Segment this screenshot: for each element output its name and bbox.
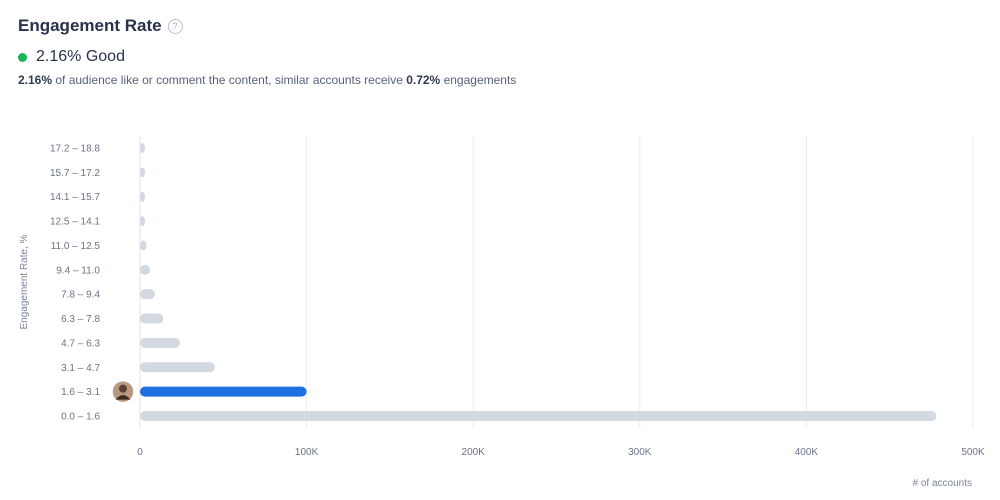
x-axis-title: # of accounts — [913, 478, 972, 489]
rating-label: Good — [85, 48, 125, 65]
bar[interactable] — [140, 240, 147, 251]
y-tick-label: 15.7 – 17.2 — [50, 168, 100, 179]
x-tick-label: 200K — [462, 447, 486, 458]
highlighted-bar[interactable] — [140, 386, 307, 397]
bar[interactable] — [140, 143, 145, 153]
y-tick-label: 9.4 – 11.0 — [56, 265, 100, 276]
x-tick-label: 400K — [795, 447, 819, 458]
bar[interactable] — [140, 362, 215, 373]
rating-value: 2.16% — [36, 48, 82, 65]
title-row: Engagement Rate ? — [18, 14, 978, 38]
y-tick-label: 3.1 – 4.7 — [61, 363, 100, 374]
y-axis-title: Engagement Rate, % — [19, 234, 30, 329]
summary-middle: of audience like or comment the content,… — [52, 73, 407, 87]
y-tick-label: 4.7 – 6.3 — [61, 338, 100, 349]
bar[interactable] — [140, 167, 145, 178]
y-tick-label: 12.5 – 14.1 — [50, 217, 100, 228]
bar[interactable] — [140, 411, 937, 421]
bar[interactable] — [140, 216, 145, 227]
bar[interactable] — [140, 264, 150, 275]
summary-value: 2.16% — [18, 73, 53, 87]
avatar-head — [119, 384, 127, 393]
y-tick-label: 6.3 – 7.8 — [61, 314, 100, 325]
x-tick-label: 500K — [961, 447, 985, 458]
rating-text: 2.16% Good — [36, 48, 125, 66]
y-tick-label: 0.0 – 1.6 — [61, 412, 100, 423]
x-tick-label: 300K — [628, 447, 652, 458]
summary-end: engagements — [440, 73, 517, 87]
help-icon[interactable]: ? — [167, 18, 183, 34]
bar[interactable] — [140, 289, 155, 300]
avatar-shoulders — [115, 395, 131, 400]
chart-title: Engagement Rate — [18, 16, 162, 35]
y-tick-label: 17.2 – 18.8 — [50, 144, 100, 155]
status-dot-icon — [18, 52, 27, 62]
bar[interactable] — [140, 191, 145, 202]
bar[interactable] — [140, 313, 164, 324]
y-tick-label: 11.0 – 12.5 — [51, 241, 101, 252]
x-tick-label: 0 — [137, 447, 143, 458]
x-tick-label: 100K — [295, 447, 319, 458]
summary-text: 2.16% of audience like or comment the co… — [18, 73, 978, 87]
y-tick-label: 7.8 – 9.4 — [61, 290, 100, 301]
y-tick-label: 1.6 – 3.1 — [61, 387, 100, 398]
engagement-header: Engagement Rate ? 2.16% Good 2.16% of au… — [18, 14, 978, 87]
rating-row: 2.16% Good — [18, 47, 978, 67]
bar[interactable] — [140, 337, 180, 348]
y-tick-label: 14.1 – 15.7 — [50, 192, 100, 203]
summary-similar-value: 0.72% — [406, 73, 441, 87]
